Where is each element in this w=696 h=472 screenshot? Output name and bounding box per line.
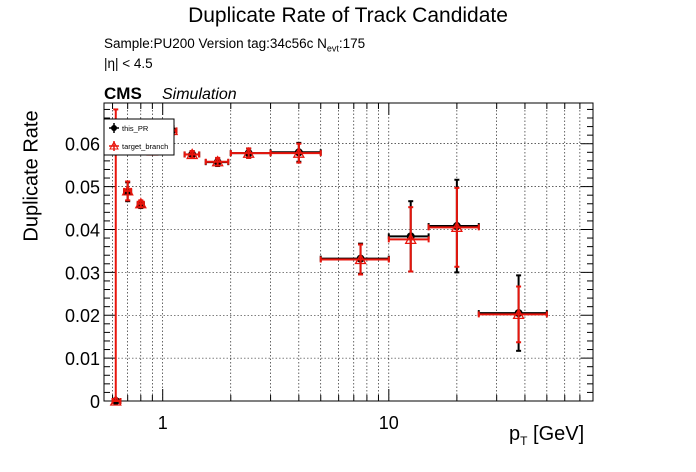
y-tick-label: 0.01 <box>65 349 100 369</box>
this-pr-point <box>427 178 480 274</box>
target-branch-point <box>319 243 390 276</box>
data-points <box>109 108 548 406</box>
y-tick-label: 0.06 <box>65 135 100 155</box>
target-branch-point <box>269 142 322 164</box>
this-pr-point <box>477 274 548 352</box>
target-branch-point <box>427 186 480 268</box>
target-branch-marker <box>292 146 305 158</box>
cms-label: CMS <box>104 84 142 103</box>
target-branch-point <box>204 155 230 167</box>
target-branch-marker <box>512 308 525 320</box>
target-branch-marker <box>450 221 463 232</box>
y-tick-label: 0 <box>90 392 100 412</box>
target-branch-marker <box>211 155 224 167</box>
target-branch-marker <box>242 146 255 158</box>
target-branch-marker <box>354 253 367 265</box>
this-pr-point <box>387 200 430 273</box>
target-branch-marker <box>134 197 147 209</box>
y-tick-label: 0.03 <box>65 263 100 283</box>
legend-label: this_PR <box>122 124 149 133</box>
legend: this_PR target_branch <box>103 118 175 156</box>
y-tick-label: 0.02 <box>65 306 100 326</box>
sample-info-text: Sample:PU200 Version tag:34c56c N <box>104 36 327 51</box>
x-tick-label: 1 <box>158 413 168 433</box>
target-branch-point <box>134 197 147 209</box>
x-axis-label-unit: [GeV] <box>527 423 585 445</box>
grid-lines <box>104 103 594 401</box>
simulation-label: Simulation <box>162 86 237 103</box>
target-branch-marker <box>109 394 122 406</box>
legend-marker-this-pr <box>111 125 117 131</box>
sample-info: Sample:PU200 Version tag:34c56c Nevt:175 <box>104 36 365 54</box>
sample-info-count: :175 <box>338 36 366 51</box>
target-branch-point <box>109 108 122 406</box>
y-tick-label: 0.05 <box>65 178 100 198</box>
target-branch-marker <box>404 233 417 245</box>
target-branch-point <box>387 206 430 273</box>
x-axis-label-main: p <box>509 423 521 445</box>
legend-marker-target-branch <box>109 140 119 150</box>
target-branch-point <box>477 285 548 344</box>
y-axis-label: Duplicate Rate <box>20 110 43 242</box>
target-branch-point <box>121 180 134 202</box>
x-axis-label: pT [GeV] <box>509 423 584 448</box>
axes: 1 10 0 0.01 0.02 0.03 0.04 0.05 0.06 <box>65 102 594 433</box>
plot-frame <box>103 102 594 402</box>
target-branch-point <box>183 148 201 160</box>
chart-title: Duplicate Rate of Track Candidate <box>188 4 508 27</box>
legend-label: target_branch <box>122 142 168 151</box>
sample-info-subscript: evt <box>326 43 339 54</box>
x-axis-label-subscript: T <box>520 434 528 448</box>
y-tick-label: 0.04 <box>65 220 100 240</box>
target-branch-marker <box>186 148 199 160</box>
x-tick-label: 10 <box>379 413 399 433</box>
eta-cut-label: |η| < 4.5 <box>104 56 153 71</box>
target-branch-marker <box>121 184 134 196</box>
